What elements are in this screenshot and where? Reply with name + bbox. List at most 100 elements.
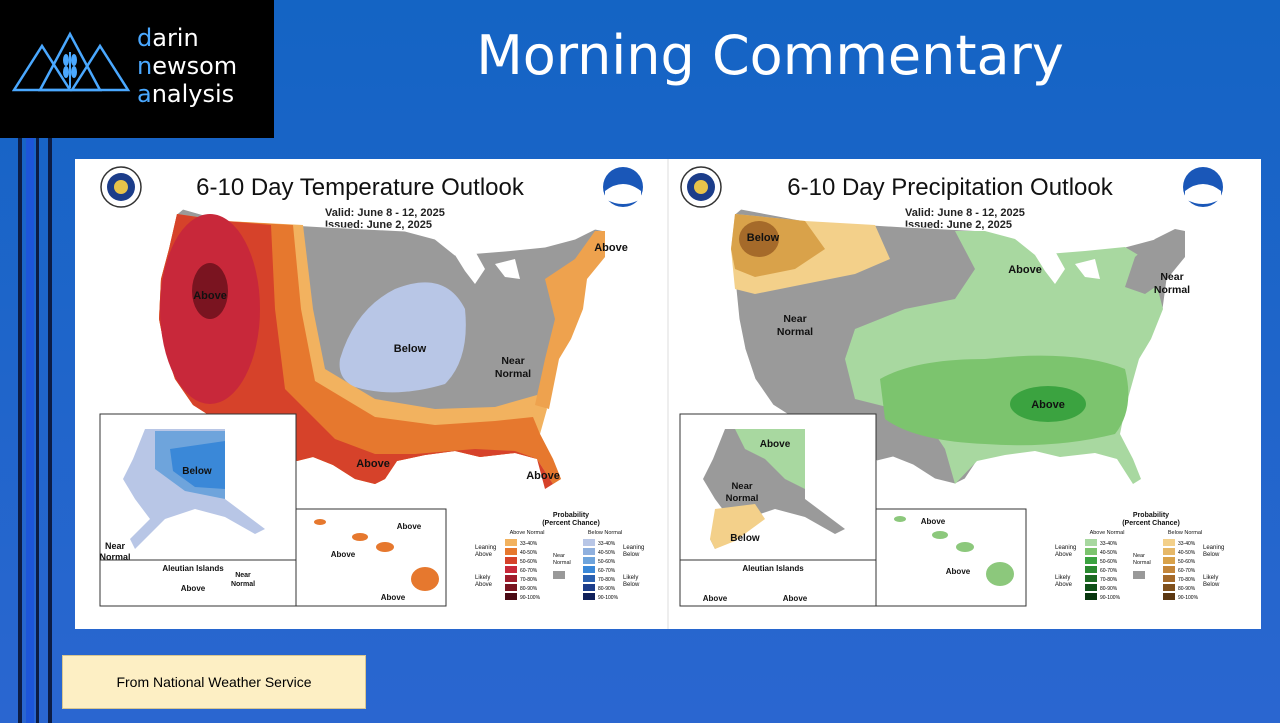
decor-bar [18, 138, 22, 723]
hi-label-above-3: Above [381, 593, 406, 602]
legend-pct-below: 90-100% [1178, 595, 1199, 601]
legend-pct-below: 40-50% [598, 550, 616, 556]
precip-above-core [1010, 386, 1086, 422]
outlook-maps-panel: 6-10 Day Temperature Outlook Valid: June… [75, 159, 1261, 629]
legend-pct-below: 33-40% [598, 541, 616, 547]
hawaii-island [352, 533, 368, 541]
svg-text:Below Normal: Below Normal [1168, 530, 1202, 536]
hawaii-inset [875, 508, 1027, 607]
ak-label-above: Above [760, 439, 791, 450]
precip-label-near-w: Near Normal [777, 313, 813, 338]
precip-below-core [739, 221, 779, 257]
ak-label-below: Below [730, 533, 760, 544]
great-lakes [1035, 251, 1100, 284]
svg-text:Below Normal: Below Normal [588, 530, 622, 536]
legend-swatch-below [1163, 557, 1175, 564]
aleutian-label: Aleutian Islands [162, 564, 224, 573]
temp-valid: Valid: June 8 - 12, 2025 [325, 207, 445, 219]
logo-line-3: analysis [137, 80, 235, 108]
aleutian-label-above: Above [181, 584, 206, 593]
legend-pct-above: 90-100% [520, 595, 541, 601]
temp-below-blob [339, 282, 466, 393]
decor-bar [36, 138, 39, 723]
temp-label-above-fl: Above [526, 470, 560, 482]
legend-swatch-below [583, 566, 595, 573]
legend-swatch-above [1085, 548, 1097, 555]
legend-swatch-below [583, 575, 595, 582]
great-lakes [455, 251, 520, 284]
legend-pct-above: 33-40% [1100, 541, 1118, 547]
svg-text:Probability(Percent Chance): Probability (Percent Chance) [1122, 512, 1180, 527]
legend-swatch-below [583, 584, 595, 591]
legend-pct-below: 70-80% [1178, 577, 1196, 583]
alaska-below-core [170, 441, 225, 489]
legend-swatch-above [1085, 575, 1097, 582]
legend-pct-above: 50-60% [520, 559, 538, 565]
temp-label-above-south: Above [356, 458, 390, 470]
temp-above-peak [192, 263, 228, 319]
legend-pct-below: 60-70% [1178, 568, 1196, 574]
precip-legend: Probability (Percent Chance) Above Normal… [1055, 512, 1224, 601]
decor-bar [26, 138, 34, 723]
precipitation-outlook-map: 6-10 Day Precipitation Outlook Valid: Ju… [679, 166, 1224, 607]
legend-pct-above: 33-40% [520, 541, 538, 547]
aleutian-label-above-1: Above [703, 594, 728, 603]
legend-pct-below: 90-100% [598, 595, 619, 601]
svg-text:Above Normal: Above Normal [1090, 530, 1125, 536]
hawaii-island [376, 542, 394, 552]
temperature-outlook-map: 6-10 Day Temperature Outlook Valid: June… [99, 166, 644, 607]
aleutian-label-near: Near Normal [231, 572, 255, 588]
temp-legend: Probability (Percent Chance) Above Normal… [475, 512, 644, 601]
decor-bar [48, 138, 52, 723]
temp-label-below: Below [394, 343, 427, 355]
precip-label-above-ne: Above [1008, 264, 1042, 276]
legend-swatch-below [1163, 593, 1175, 600]
legend-swatch-below [1163, 566, 1175, 573]
legend-pct-below: 33-40% [1178, 541, 1196, 547]
temp-map-title: 6-10 Day Temperature Outlook [196, 174, 525, 201]
legend-swatch-above [505, 548, 517, 555]
legend-pct-below: 80-90% [1178, 586, 1196, 592]
hi-label-above-2: Above [946, 567, 971, 576]
legend-pct-above: 70-80% [520, 577, 538, 583]
legend-swatch-above [505, 593, 517, 600]
legend-swatch-above [1085, 593, 1097, 600]
legend-swatch-below [1163, 575, 1175, 582]
aleutian-label: Aleutian Islands [742, 564, 804, 573]
legend-pct-above: 50-60% [1100, 559, 1118, 565]
svg-text:Probability(Percent Chance): Probability (Percent Chance) [542, 512, 600, 527]
legend-pct-below: 50-60% [1178, 559, 1196, 565]
temp-above-northeast [535, 231, 605, 409]
legend-swatch-below [583, 557, 595, 564]
legend-swatch-above [1085, 557, 1097, 564]
legend-swatch-above [1085, 539, 1097, 546]
legend-pct-below: 70-80% [598, 577, 616, 583]
legend-pct-above: 40-50% [520, 550, 538, 556]
alaska-below [710, 504, 765, 549]
legend-pct-below: 60-70% [598, 568, 616, 574]
legend-swatch-below [583, 548, 595, 555]
legend-pct-above: 40-50% [1100, 550, 1118, 556]
legend-pct-above: 70-80% [1100, 577, 1118, 583]
hawaii-island [986, 562, 1014, 586]
doc-seal-icon [100, 166, 142, 208]
legend-pct-below: 80-90% [598, 586, 616, 592]
legend-pct-above: 60-70% [520, 568, 538, 574]
legend-pct-above: 80-90% [1100, 586, 1118, 592]
legend-swatch-above [1085, 584, 1097, 591]
legend-pct-below: 50-60% [598, 559, 616, 565]
noaa-logo-icon [1183, 167, 1223, 207]
legend-swatch-below [583, 593, 595, 600]
hi-label-above-2: Above [331, 550, 356, 559]
hawaii-island [932, 531, 948, 539]
doc-seal-icon [680, 166, 722, 208]
alaska-above [735, 429, 805, 489]
hawaii-island [411, 567, 439, 591]
legend-pct-below: 40-50% [1178, 550, 1196, 556]
aleutian-inset [99, 559, 297, 607]
